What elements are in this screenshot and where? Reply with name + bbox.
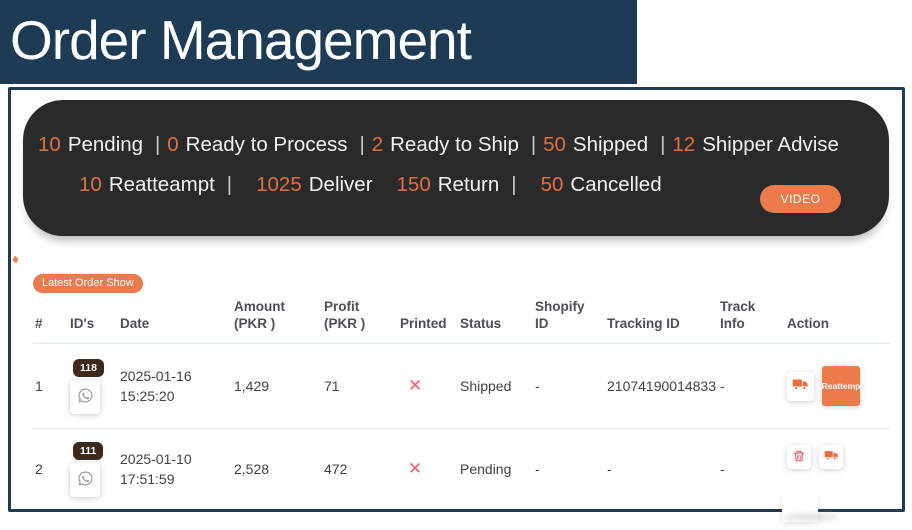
table-header-row: # ID's Date Amount (PKR ) Profit (PKR ) … bbox=[33, 286, 890, 334]
date-value: 2025-01-16 bbox=[120, 368, 192, 384]
page-title: Order Management bbox=[10, 9, 472, 71]
stat-count: 2 bbox=[371, 133, 384, 156]
stray-mark bbox=[12, 255, 19, 264]
stat-separator: | bbox=[359, 133, 365, 156]
tracking-id-cell: - bbox=[607, 461, 612, 477]
page-header: Order Management bbox=[0, 0, 637, 84]
stat-shipped: 50 Shipped | bbox=[543, 133, 665, 157]
stat-label: Ready to Process bbox=[185, 133, 348, 156]
col-header-status: Status bbox=[460, 316, 502, 331]
stat-shipper-advise: 12 Shipper Advise bbox=[672, 133, 839, 157]
stat-label: Shipper Advise bbox=[702, 133, 839, 156]
stat-separator: | bbox=[155, 133, 161, 156]
shopify-id-cell: - bbox=[535, 461, 540, 477]
col-header-tracking-id: Tracking ID bbox=[607, 316, 680, 331]
action-cell: Reattemp bbox=[785, 366, 890, 406]
col-header-amount: Amount (PKR ) bbox=[234, 299, 285, 331]
trash-icon bbox=[792, 449, 806, 466]
whatsapp-button[interactable] bbox=[70, 462, 100, 497]
track-shipment-button[interactable] bbox=[819, 445, 843, 469]
profit-cell: 71 bbox=[324, 378, 340, 394]
whatsapp-icon bbox=[77, 470, 94, 490]
status-summary-row-1: 10 Pending | 0 Ready to Process | 2 Read… bbox=[23, 100, 889, 157]
stat-separator: | bbox=[660, 133, 666, 156]
col-header-printed: Printed bbox=[400, 316, 447, 331]
date-cell: 2025-01-10 17:51:59 bbox=[118, 449, 232, 489]
delete-button[interactable] bbox=[787, 445, 811, 469]
truck-icon bbox=[824, 448, 839, 466]
truck-icon bbox=[792, 376, 809, 396]
stat-label: Cancelled bbox=[570, 173, 662, 196]
stat-label: Shipped bbox=[572, 133, 649, 156]
col-header-action: Action bbox=[787, 316, 829, 331]
shadow-smudge bbox=[782, 514, 838, 520]
track-info-cell: - bbox=[720, 461, 725, 477]
stat-count: 12 bbox=[672, 133, 696, 156]
stat-separator: | bbox=[530, 133, 537, 156]
stat-ready-to-process: 0 Ready to Process | bbox=[167, 133, 365, 157]
table-row: 2 111 2025-01-10 17:51:59 2,528 472 ✕ Pe… bbox=[33, 428, 890, 522]
stat-cancelled: 50 Cancelled bbox=[541, 173, 662, 197]
x-mark-icon: ✕ bbox=[408, 376, 423, 395]
stat-pending: 10 Pending | bbox=[38, 133, 160, 157]
status-summary-row-2: 10 Reatteampt | 1025 Deliver 150 Return … bbox=[23, 157, 889, 197]
stat-count: 50 bbox=[540, 173, 564, 196]
order-id-badge: 118 bbox=[73, 358, 104, 377]
stat-count: 0 bbox=[167, 133, 179, 156]
date-value: 2025-01-10 bbox=[120, 451, 192, 467]
order-id-cell: 111 bbox=[68, 441, 118, 497]
stat-separator: | bbox=[226, 173, 233, 196]
action-cell bbox=[782, 445, 890, 522]
date-cell: 2025-01-16 15:25:20 bbox=[118, 366, 232, 406]
stat-label: Reatteampt bbox=[108, 173, 215, 196]
time-value: 15:25:20 bbox=[120, 388, 175, 404]
shopify-id-cell: - bbox=[535, 378, 540, 394]
amount-cell: 1,429 bbox=[234, 378, 270, 394]
col-header-date: Date bbox=[120, 316, 150, 331]
status-summary-banner: 10 Pending | 0 Ready to Process | 2 Read… bbox=[23, 100, 889, 236]
status-cell: Shipped bbox=[460, 378, 512, 394]
stat-return: 150 Return | bbox=[397, 173, 517, 197]
stat-count: 1025 bbox=[256, 173, 302, 196]
whatsapp-icon bbox=[77, 387, 94, 407]
x-mark-icon: ✕ bbox=[408, 459, 423, 478]
stat-count: 10 bbox=[38, 133, 61, 156]
stat-deliver: 1025 Deliver bbox=[256, 173, 372, 197]
order-id-badge: 111 bbox=[73, 441, 104, 460]
col-header-track-info: Track Info bbox=[720, 299, 756, 331]
col-header-num: # bbox=[35, 316, 43, 331]
table-row: 1 118 2025-01-16 15:25:20 1,429 71 ✕ Shi… bbox=[33, 343, 890, 428]
col-header-profit: Profit (PKR ) bbox=[324, 299, 366, 331]
stat-ready-to-ship: 2 Ready to Ship | bbox=[372, 133, 537, 157]
time-value: 17:51:59 bbox=[120, 471, 175, 487]
stat-label: Pending bbox=[67, 133, 144, 156]
stat-label: Return bbox=[437, 173, 500, 196]
status-cell: Pending bbox=[460, 461, 512, 477]
stat-count: 150 bbox=[396, 173, 431, 196]
row-number: 2 bbox=[35, 461, 43, 477]
profit-cell: 472 bbox=[324, 461, 348, 477]
stat-count: 10 bbox=[79, 173, 102, 196]
reattemp-button[interactable]: Reattemp bbox=[822, 366, 860, 406]
amount-cell: 2,528 bbox=[234, 461, 270, 477]
stat-label: Ready to Ship bbox=[390, 133, 519, 156]
orders-card: 10 Pending | 0 Ready to Process | 2 Read… bbox=[8, 87, 905, 522]
whatsapp-button[interactable] bbox=[70, 379, 100, 414]
track-shipment-button[interactable] bbox=[787, 371, 814, 401]
stat-label: Deliver bbox=[308, 173, 373, 196]
col-header-ids: ID's bbox=[70, 316, 95, 331]
stat-count: 50 bbox=[543, 133, 566, 156]
stat-reatteampt: 10 Reatteampt | bbox=[79, 173, 232, 197]
track-info-cell: - bbox=[720, 378, 725, 394]
stat-separator: | bbox=[511, 173, 517, 196]
row-number: 1 bbox=[35, 378, 43, 394]
col-header-shopify-id: Shopify ID bbox=[535, 299, 585, 331]
latest-order-badge: Latest Order Show bbox=[33, 274, 143, 293]
video-button[interactable]: VIDEO bbox=[760, 185, 841, 213]
order-id-cell: 118 bbox=[68, 358, 118, 414]
tracking-id-cell: 21074190014833 bbox=[607, 378, 717, 394]
